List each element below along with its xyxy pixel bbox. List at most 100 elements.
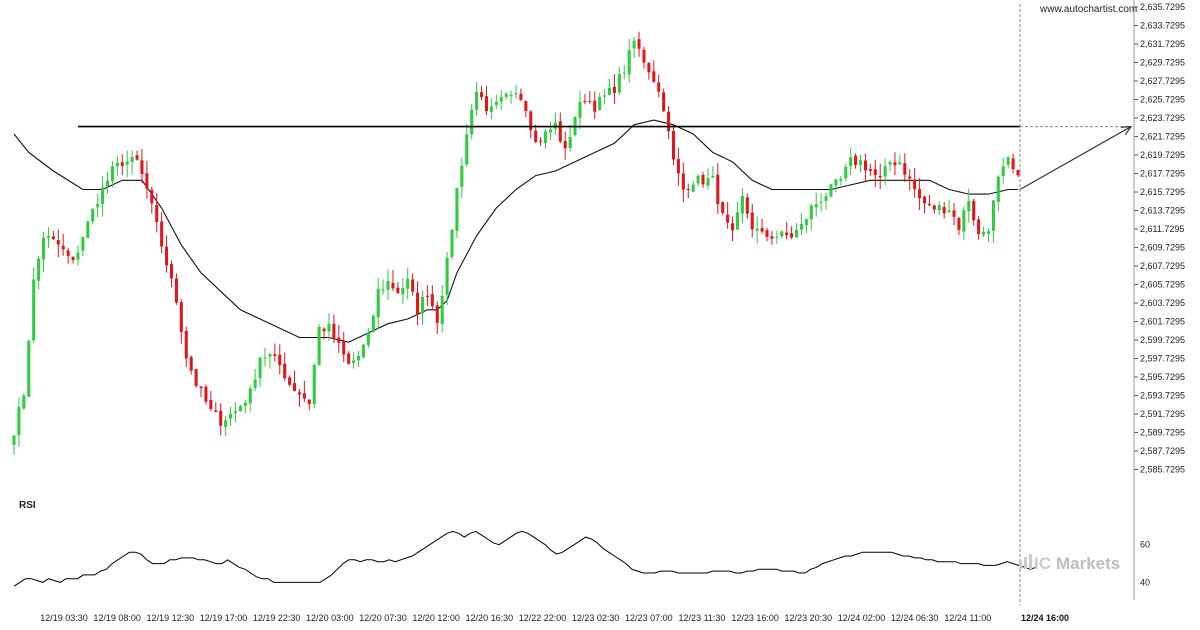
price-tick-label: 2,607.7295 xyxy=(1140,261,1185,271)
price-tick-label: 2,587.7295 xyxy=(1140,446,1185,456)
candle-up xyxy=(455,187,459,239)
candle-down xyxy=(922,195,927,214)
candle-up xyxy=(22,393,26,410)
candle-up xyxy=(110,161,114,188)
candle-up xyxy=(514,84,518,99)
candle-up xyxy=(91,207,95,225)
candle-down xyxy=(942,201,946,219)
price-tick-label: 2,603.7295 xyxy=(1140,298,1185,308)
time-tick-label: 12/23 02:30 xyxy=(572,613,620,623)
candle-up xyxy=(17,397,21,447)
candle-up xyxy=(627,38,631,83)
candle-up xyxy=(617,66,621,96)
candle-down xyxy=(657,74,661,98)
candle-up xyxy=(982,226,986,238)
time-tick-label: 12/19 17:00 xyxy=(200,613,248,623)
candle-down xyxy=(169,260,174,288)
candle-up xyxy=(268,352,272,369)
candle-up xyxy=(475,82,479,117)
price-tick-label: 2,629.7295 xyxy=(1140,58,1185,68)
candle-up xyxy=(898,154,902,165)
brand-bar-2 xyxy=(1024,557,1027,569)
price-tick-label: 2,635.7295 xyxy=(1140,2,1185,12)
candle-down xyxy=(760,218,764,234)
candle-up xyxy=(96,193,100,218)
candle-up xyxy=(317,324,321,366)
candle-down xyxy=(519,88,523,102)
candle-down xyxy=(913,167,917,198)
candle-up xyxy=(1006,156,1010,168)
price-tick-label: 2,597.7295 xyxy=(1140,354,1185,364)
candle-down xyxy=(637,31,641,57)
candle-down xyxy=(662,88,666,113)
candle-up xyxy=(883,158,887,185)
candle-down xyxy=(160,212,164,254)
candle-up xyxy=(504,92,508,100)
candle-up xyxy=(996,175,1000,212)
candle-down xyxy=(184,326,188,368)
candle-down xyxy=(189,355,193,375)
candle-up xyxy=(238,404,242,412)
candle-up xyxy=(258,356,262,387)
time-axis: 12/19 03:30 12/19 08:00 12/19 12:30 12/19 1… xyxy=(40,613,1069,623)
candle-down xyxy=(150,186,154,214)
candle-up xyxy=(27,339,31,397)
brand-prefix: IC xyxy=(1034,554,1051,573)
candle-down xyxy=(652,60,656,83)
candle-up xyxy=(598,93,602,111)
candle-down xyxy=(155,193,159,233)
candle-up xyxy=(795,223,799,238)
price-axis: 2,635.7295 2,633.7295 2,631.7295 2,629.7295… xyxy=(1133,0,1185,600)
candle-up xyxy=(814,192,818,217)
candle-down xyxy=(209,390,213,412)
candle-up xyxy=(445,251,449,306)
candle-down xyxy=(219,403,223,436)
candle-up xyxy=(834,178,838,193)
candle-down xyxy=(273,343,277,362)
candle-down xyxy=(307,399,311,411)
candle-down xyxy=(908,169,912,191)
candle-down xyxy=(214,402,218,413)
candle-down xyxy=(588,91,592,105)
candle-down xyxy=(165,235,169,273)
candle-up xyxy=(986,228,990,242)
price-tick-label: 2,619.7295 xyxy=(1140,150,1185,160)
candle-down xyxy=(322,327,326,340)
candle-up xyxy=(858,154,863,173)
candle-down xyxy=(204,384,208,405)
candle-down xyxy=(681,162,685,203)
price-tick-label: 2,595.7295 xyxy=(1140,372,1185,382)
candle-up xyxy=(366,328,370,348)
time-tick-label: 12/20 07:30 xyxy=(359,613,407,623)
candle-up xyxy=(804,218,808,234)
candle-down xyxy=(51,231,55,240)
candle-up xyxy=(799,213,803,236)
price-tick-label: 2,633.7295 xyxy=(1140,21,1185,31)
time-tick-label: 12/19 08:00 xyxy=(93,613,141,623)
candle-up xyxy=(460,157,464,198)
time-tick-label: 12/19 03:30 xyxy=(40,613,88,623)
candle-down xyxy=(347,351,351,365)
candle-up xyxy=(888,159,892,171)
candle-up xyxy=(937,201,941,216)
time-tick-label: 12/23 07:00 xyxy=(625,613,673,623)
watermark-url: www.autochartist.com xyxy=(1039,4,1137,15)
rsi-axis: 60 40 xyxy=(1140,540,1150,588)
time-tick-label: 12/19 22:30 xyxy=(253,613,301,623)
candle-down xyxy=(750,203,754,238)
candle-up xyxy=(809,203,813,231)
ma-path xyxy=(13,119,1018,343)
candle-down xyxy=(873,159,877,188)
candle-up xyxy=(548,121,552,140)
candle-up xyxy=(499,89,503,110)
candle-down xyxy=(524,100,528,118)
candle-down xyxy=(731,216,735,242)
candle-up xyxy=(233,402,237,423)
candle-down xyxy=(893,152,897,175)
candle-down xyxy=(342,331,346,363)
candle-down xyxy=(676,147,680,186)
candle-up xyxy=(386,269,390,301)
time-tick-label: 12/24 06:30 xyxy=(891,613,939,623)
brand-logo: IC Markets xyxy=(1019,554,1120,573)
candle-down xyxy=(667,106,671,140)
